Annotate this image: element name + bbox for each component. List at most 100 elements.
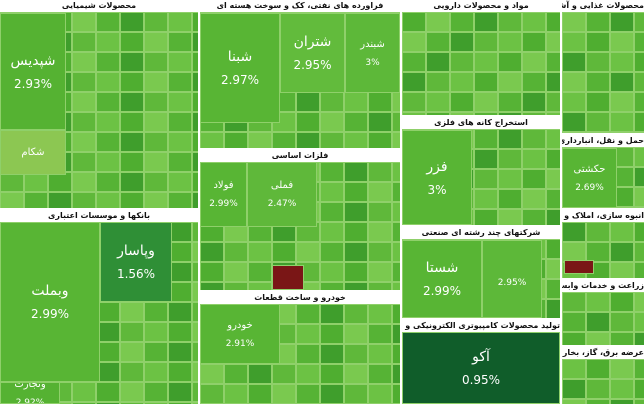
stock-tile xyxy=(120,152,144,172)
stock-tile xyxy=(450,72,474,92)
stock-tile xyxy=(610,312,634,332)
stock-tile xyxy=(634,332,644,345)
stock-tile: فملی 2.47% xyxy=(247,162,317,227)
stock-tile xyxy=(192,192,198,208)
stock-tile xyxy=(402,52,426,72)
stock-tile xyxy=(272,364,296,384)
stock-tile xyxy=(426,72,450,92)
stock-tile xyxy=(192,12,198,32)
stock-tile xyxy=(634,92,644,112)
stock-tile xyxy=(72,112,96,132)
stock-tile xyxy=(296,112,320,132)
stock-tile xyxy=(192,222,198,242)
stock-tile xyxy=(168,12,192,32)
stock-tile xyxy=(224,364,248,384)
stock-tile xyxy=(192,262,198,282)
stock-tile xyxy=(296,92,320,112)
stock-tile xyxy=(634,112,644,132)
stock-tile xyxy=(192,402,198,404)
stock-tile xyxy=(450,52,474,72)
stock-tile xyxy=(96,132,120,152)
stock-tile xyxy=(296,242,320,262)
stock-tile xyxy=(144,322,168,342)
stock-tile xyxy=(344,202,368,222)
stock-tile xyxy=(96,52,120,72)
stock-tile xyxy=(426,32,450,52)
stock-tile xyxy=(586,359,610,379)
stock-tile xyxy=(192,72,198,92)
stock-tile xyxy=(144,362,168,382)
sector-title: فراورده های نفتی، کک و سوخت هسته ای xyxy=(200,0,400,12)
stock-tile xyxy=(498,129,522,149)
stock-tile xyxy=(344,364,368,384)
stock-tile xyxy=(192,302,198,322)
stock-tile xyxy=(192,32,198,52)
sector: بانکها و موسسات اعتباری وبملت 2.99% وپاسار 1… xyxy=(0,210,198,404)
stock-tile xyxy=(546,72,560,92)
sector-title: مواد و محصولات دارویی xyxy=(402,0,560,12)
stock-tile xyxy=(392,262,400,282)
stock-tile xyxy=(474,149,498,169)
stock-tile xyxy=(450,112,474,115)
stock-tile xyxy=(426,112,450,115)
stock-tile xyxy=(72,152,96,172)
stock-tile xyxy=(200,242,224,262)
stock-tile xyxy=(224,242,248,262)
stock-tile xyxy=(610,332,634,345)
stock-tile xyxy=(96,172,120,192)
sector: مواد و محصولات دارویی xyxy=(402,0,560,115)
stock-tile xyxy=(168,192,192,208)
stock-tile xyxy=(522,149,546,169)
stock-change: 2.92% xyxy=(15,397,45,404)
sector-title: خودرو و ساخت قطعات xyxy=(200,292,400,304)
stock-tile xyxy=(368,162,392,182)
stock-tile xyxy=(344,92,368,112)
stock-tile xyxy=(610,262,634,278)
stock-change: 2.95% xyxy=(293,58,332,72)
stock-tile xyxy=(610,399,634,404)
stock-tile xyxy=(72,92,96,112)
stock-change: 2.93% xyxy=(13,76,53,91)
stock-tile xyxy=(634,72,644,92)
stock-tile xyxy=(610,132,634,133)
stock-tile xyxy=(402,112,426,115)
stock-tile xyxy=(120,342,144,362)
stock-tile xyxy=(546,279,560,299)
stock-tile xyxy=(24,172,48,192)
sector-title: شرکتهای چند رشته ای صنعتی xyxy=(402,227,560,239)
stock-tile xyxy=(320,162,344,182)
stock-tile xyxy=(344,222,368,242)
stock-tile xyxy=(168,52,192,72)
sector: تولید محصولات کامپیوتری الکترونیکی و نور… xyxy=(402,320,560,404)
stock-tile xyxy=(368,304,392,324)
stock-symbol: آکو xyxy=(472,349,490,365)
stock-tile xyxy=(320,364,344,384)
stock-tile xyxy=(320,112,344,132)
stock-symbol: وتجارت xyxy=(14,382,46,390)
stock-symbol: شستا xyxy=(425,260,459,276)
stock-tile xyxy=(546,149,560,169)
stock-tile xyxy=(474,12,498,32)
stock-tile xyxy=(192,322,198,342)
stock-tile xyxy=(586,312,610,332)
sector: زراعت و خدمات وابسته xyxy=(562,280,644,345)
stock-tile xyxy=(272,132,296,148)
stock-tile: وپاسار 1.56% xyxy=(100,222,172,302)
stock-tile xyxy=(634,312,644,332)
sector: انبوه سازی، املاک و مستغلات xyxy=(562,210,644,278)
stock-tile xyxy=(344,262,368,282)
stock-tile: وتجارت 2.92% xyxy=(0,382,60,404)
stock-tile xyxy=(474,32,498,52)
stock-tile xyxy=(96,152,120,172)
stock-tile xyxy=(144,402,168,404)
stock-tile xyxy=(344,324,368,344)
stock-tile xyxy=(634,242,644,262)
stock-tile xyxy=(474,112,498,115)
stock-tile xyxy=(200,262,224,282)
stock-tile xyxy=(168,152,192,172)
sector: استخراج کانه های فلزی فزر 3% xyxy=(402,117,560,225)
stock-tile xyxy=(368,242,392,262)
stock-tile xyxy=(368,182,392,202)
stock-tile xyxy=(392,92,400,112)
stock-tile xyxy=(296,384,320,404)
